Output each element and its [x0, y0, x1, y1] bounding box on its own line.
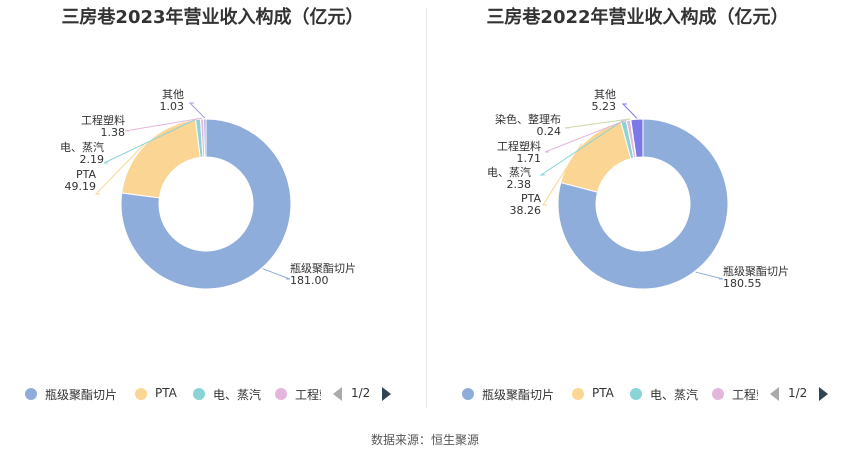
label-leader-line — [188, 102, 206, 119]
legend-marker — [275, 388, 287, 400]
next-page-icon[interactable] — [382, 387, 391, 401]
legend: 瓶级聚酯切片 PTA 电、蒸汽 工程塑料 1/2 — [0, 384, 425, 404]
slice-category-label: 其他 — [594, 88, 616, 101]
label-leader-line — [539, 119, 624, 176]
panel-divider — [426, 8, 427, 408]
slice-category-label: 电、蒸汽 — [60, 140, 104, 154]
label-leader-line — [94, 142, 146, 195]
slice-value-label: 49.19 — [65, 180, 97, 193]
slice-value-label: 181.00 — [290, 274, 329, 287]
legend-label: PTA — [155, 386, 177, 400]
pie-slice[interactable] — [630, 118, 644, 159]
label-leader-line — [564, 118, 631, 129]
slice-category-label: PTA — [521, 192, 541, 205]
legend-marker — [25, 388, 37, 400]
legend-marker — [572, 388, 584, 400]
label-leader-line — [103, 117, 199, 164]
label-leader-line — [544, 118, 629, 153]
legend-label: 瓶级聚酯切片 — [45, 388, 118, 402]
chart-title: 三房巷2022年营业收入构成（亿元） — [486, 7, 789, 28]
label-leader-line — [124, 117, 203, 132]
legend: 瓶级聚酯切片 PTA 电、蒸汽 工程塑料 1/2 — [425, 384, 850, 404]
slice-value-label: 1.03 — [160, 100, 185, 113]
chart-title: 三房巷2023年营业收入构成（亿元） — [61, 7, 364, 28]
slice-category-label: 瓶级聚酯切片 — [290, 261, 356, 275]
slice-value-label: 1.71 — [517, 152, 542, 165]
slice-category-label: 其他 — [162, 88, 184, 101]
legend-page-number: 1/2 — [351, 386, 371, 400]
slice-value-label: 1.38 — [101, 126, 126, 139]
legend-label: 电、蒸汽 — [650, 388, 699, 402]
legend-label: 工程塑料 — [295, 388, 321, 402]
slice-category-label: 电、蒸汽 — [487, 165, 531, 179]
slice-value-label: 0.24 — [537, 125, 562, 138]
legend-marker — [630, 388, 642, 400]
legend-marker — [462, 388, 474, 400]
label-leader-line — [262, 268, 291, 280]
label-leader-line — [695, 271, 724, 280]
legend-pager: 1/2 — [333, 384, 393, 404]
next-page-icon[interactable] — [819, 387, 828, 401]
prev-page-icon[interactable] — [770, 387, 779, 401]
slice-category-label: PTA — [76, 168, 96, 181]
pie-slice[interactable] — [120, 118, 292, 290]
label-leader-line — [542, 143, 583, 206]
pie-slice[interactable] — [557, 118, 729, 290]
slice-value-label: 38.26 — [510, 204, 542, 217]
chart-panel-2022: 三房巷2022年营业收入构成（亿元） 瓶级聚酯切片 180.55 PTA 38.26 电… — [425, 0, 850, 410]
legend-label: PTA — [592, 386, 614, 400]
legend-label: 工程塑料 — [732, 388, 758, 402]
legend-pager: 1/2 — [770, 384, 830, 404]
legend-marker — [712, 388, 724, 400]
data-source-note: 数据来源：恒生聚源 — [370, 433, 479, 447]
slice-category-label: 工程塑料 — [81, 113, 125, 127]
legend-marker — [135, 388, 147, 400]
slice-value-label: 2.19 — [80, 153, 105, 166]
slice-value-label: 2.38 — [507, 178, 532, 191]
legend-page-number: 1/2 — [788, 386, 808, 400]
label-leader-line — [621, 103, 638, 119]
prev-page-icon[interactable] — [333, 387, 342, 401]
pie-slice[interactable] — [203, 118, 207, 158]
slice-category-label: 工程塑料 — [497, 139, 541, 153]
pie-slice[interactable] — [121, 119, 201, 199]
slice-value-label: 180.55 — [723, 277, 762, 290]
slice-category-label: 染色、整理布 — [495, 112, 561, 126]
slice-category-label: 瓶级聚酯切片 — [723, 264, 789, 278]
legend-marker — [193, 388, 205, 400]
chart-panel-2023: 三房巷2023年营业收入构成（亿元） 瓶级聚酯切片 181.00 PTA 49.19 电… — [0, 0, 425, 410]
slice-value-label: 5.23 — [592, 100, 617, 113]
legend-label: 电、蒸汽 — [213, 388, 262, 402]
legend-label: 瓶级聚酯切片 — [482, 388, 555, 402]
